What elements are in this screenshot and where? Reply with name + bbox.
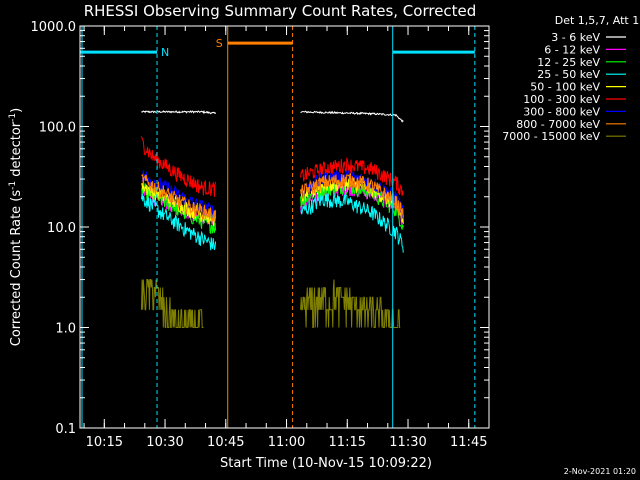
generation-timestamp: 2-Nov-2021 01:20 bbox=[564, 467, 636, 476]
y-tick-label: 10.0 bbox=[47, 221, 76, 236]
series-trace bbox=[300, 279, 401, 328]
y-tick-label: 0.1 bbox=[55, 422, 76, 437]
series-trace bbox=[300, 110, 404, 123]
y-axis-label: Corrected Count Rate (s-1 detector-1) bbox=[8, 108, 24, 346]
legend-label: 12 - 25 keV bbox=[537, 56, 600, 69]
series-trace bbox=[141, 193, 217, 251]
y-axis: 0.1 1.0 10.0 100.0 1000.0 bbox=[31, 20, 489, 437]
y-tick-label: 100.0 bbox=[39, 121, 76, 136]
x-tick-label: 10:30 bbox=[146, 435, 183, 450]
y-axis-label-exp2: -1 bbox=[8, 113, 18, 122]
y-tick-label: 1.0 bbox=[55, 322, 76, 337]
x-tick-label: 11:00 bbox=[268, 435, 305, 450]
series-trace bbox=[300, 193, 404, 253]
x-axis-label: Start Time (10-Nov-15 10:09:22) bbox=[220, 456, 432, 471]
y-tick-label: 1000.0 bbox=[31, 20, 77, 35]
y-axis-label-part1: Corrected Count Rate (s bbox=[9, 190, 24, 347]
y-axis-label-part2: detector bbox=[9, 121, 24, 181]
saa-marker-label: S bbox=[216, 37, 223, 50]
legend-label: 6 - 12 keV bbox=[544, 43, 600, 56]
x-tick-label: 11:45 bbox=[450, 435, 487, 450]
legend-label: 100 - 300 keV bbox=[523, 93, 600, 106]
chart-title: RHESSI Observing Summary Count Rates, Co… bbox=[84, 2, 477, 20]
x-tick-label: 10:15 bbox=[86, 435, 123, 450]
legend-label: 25 - 50 keV bbox=[537, 68, 600, 81]
series-trace bbox=[141, 109, 217, 115]
series-trace bbox=[300, 172, 404, 220]
legend-header: Det 1,5,7, Att 1 bbox=[555, 14, 639, 27]
series-trace bbox=[141, 170, 217, 221]
y-axis-label-part3: ) bbox=[9, 108, 24, 113]
x-axis: 10:15 10:30 10:45 11:00 11:15 11:30 11:45 bbox=[83, 26, 487, 450]
legend-label: 800 - 7000 keV bbox=[516, 118, 600, 131]
series-trace bbox=[141, 136, 217, 197]
legend-label: 50 - 100 keV bbox=[530, 81, 600, 94]
series-trace bbox=[141, 279, 204, 328]
series-trace bbox=[300, 157, 404, 196]
legend-label: 300 - 800 keV bbox=[523, 105, 600, 118]
x-tick-label: 11:15 bbox=[329, 435, 366, 450]
series-traces bbox=[141, 109, 404, 328]
x-tick-label: 10:45 bbox=[207, 435, 244, 450]
y-axis-label-exp1: -1 bbox=[8, 181, 18, 190]
legend-label: 3 - 6 keV bbox=[551, 31, 600, 44]
night-saa-annotations: NS bbox=[80, 26, 476, 428]
legend-label: 7000 - 15000 keV bbox=[502, 130, 600, 143]
night-marker-label: N bbox=[161, 46, 169, 59]
series-trace bbox=[141, 173, 217, 222]
x-tick-label: 11:30 bbox=[389, 435, 426, 450]
